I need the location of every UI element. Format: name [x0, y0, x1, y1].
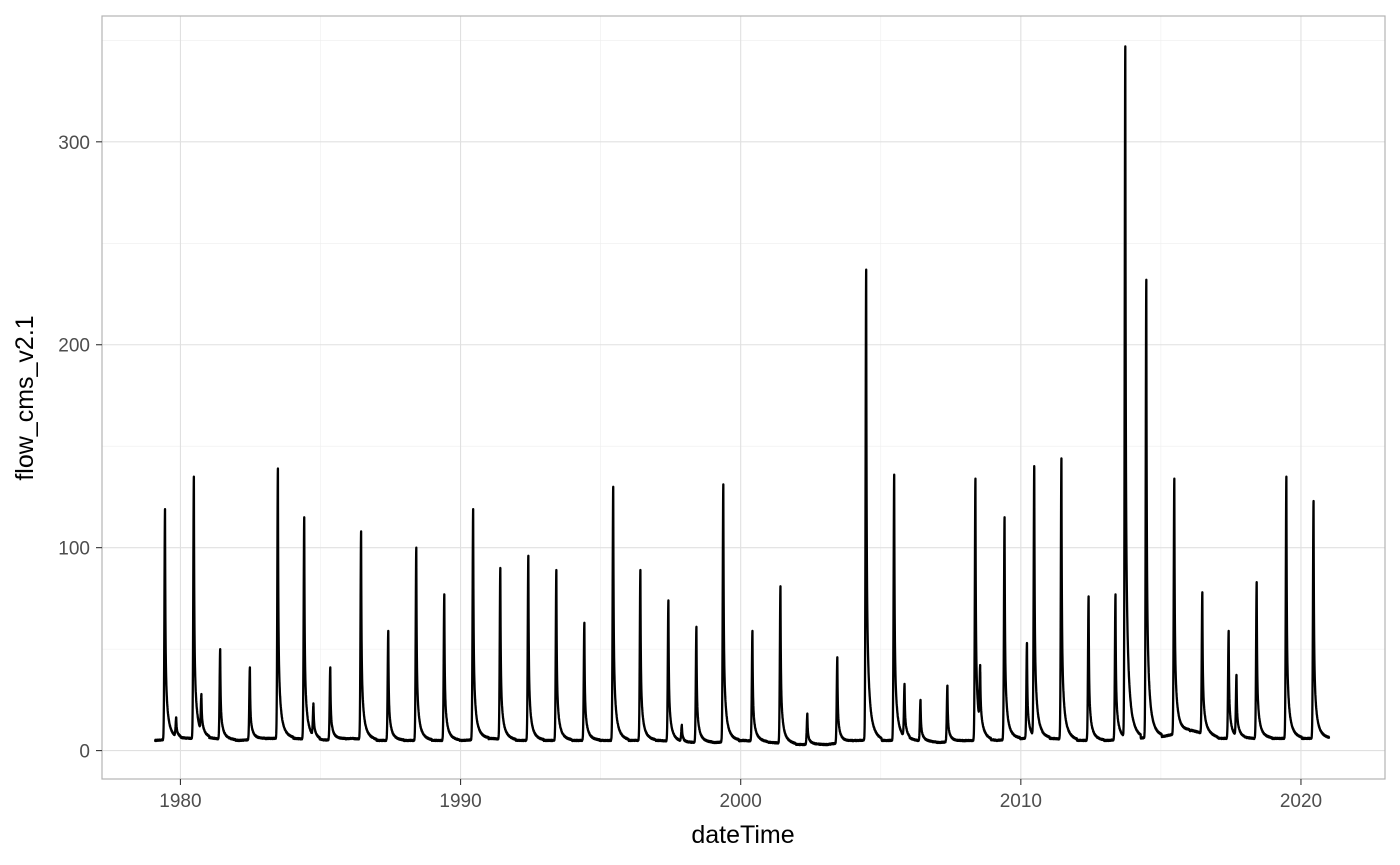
x-axis-title: dateTime: [691, 821, 794, 849]
plot-background: [102, 16, 1385, 779]
major-x-grid: [179, 16, 1302, 779]
x-tick-label: 2010: [1000, 791, 1042, 812]
y-axis: 0 100 200 300: [58, 133, 102, 763]
panel-border: [101, 15, 1386, 780]
y-tick-label: 0: [79, 742, 90, 763]
minor-y-grid: [102, 40, 1385, 650]
x-tick-label: 2020: [1280, 791, 1322, 812]
major-y-grid: [102, 141, 1385, 752]
x-tick-label: 1980: [159, 791, 201, 812]
x-tick-label: 2000: [720, 791, 762, 812]
minor-x-grid: [320, 16, 1162, 779]
flow-series-line: [154, 45, 1331, 747]
x-axis: 1980 1990 2000 2010 2020: [159, 779, 1322, 812]
y-tick-label: 300: [58, 133, 90, 154]
y-tick-label: 200: [58, 336, 90, 357]
y-tick-label: 100: [58, 539, 90, 560]
y-axis-title: flow_cms_v2.1: [11, 315, 39, 480]
x-tick-label: 1990: [439, 791, 481, 812]
